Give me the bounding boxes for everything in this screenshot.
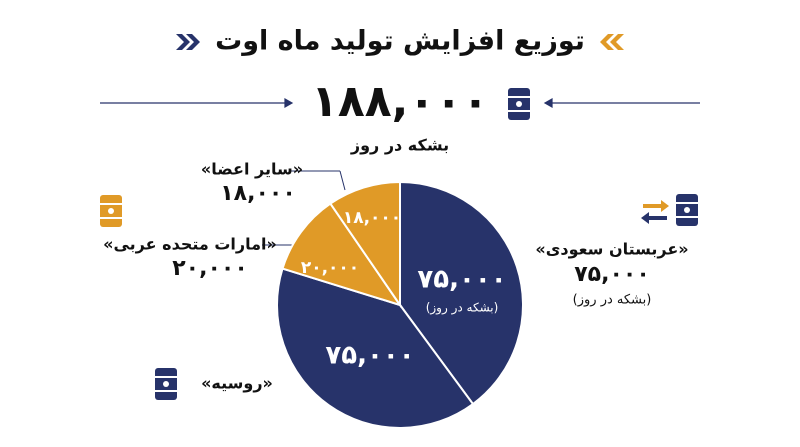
pie [276, 180, 524, 429]
category-label: «عربستان سعودی» [535, 240, 688, 259]
slice-value-label: ۷۵,۰۰۰ [417, 265, 506, 295]
labels: ۷۵,۰۰۰ ۷۵,۰۰۰ ۲۰,۰۰۰ ۱۸,۰۰۰ (بشکه در روز) «عر… [103, 160, 689, 393]
pie-slice [399, 180, 524, 406]
pie-slice [276, 267, 475, 429]
category-label: «سایر اعضا» [201, 160, 303, 179]
total-value: ۱۸۸,۰۰۰ [311, 76, 489, 127]
total-arrows [100, 97, 700, 109]
chart-title: توزیع افزایش تولید ماه اوت [215, 26, 585, 57]
outer-value-label: ۷۵,۰۰۰ [574, 262, 650, 287]
title-chevrons [176, 34, 624, 50]
slice-value-label: ۲۰,۰۰۰ [301, 258, 359, 278]
outer-value-label: ۱۸,۰۰۰ [220, 181, 296, 206]
barrel-icons [100, 88, 698, 400]
outer-unit-label: (بشکه در روز) [573, 293, 652, 308]
category-label: «امارات متحده عربی» [103, 235, 277, 254]
slice-unit-label: (بشکه در روز) [426, 301, 499, 316]
slice-value-label: ۷۵,۰۰۰ [325, 341, 414, 371]
pie-slice [328, 180, 401, 309]
outer-value-label: ۲۰,۰۰۰ [172, 256, 248, 281]
slice-value-label: ۱۸,۰۰۰ [343, 208, 401, 228]
total-unit: بشکه در روز [350, 136, 449, 155]
pie-slice [281, 202, 403, 307]
category-label: «روسیه» [201, 374, 273, 393]
